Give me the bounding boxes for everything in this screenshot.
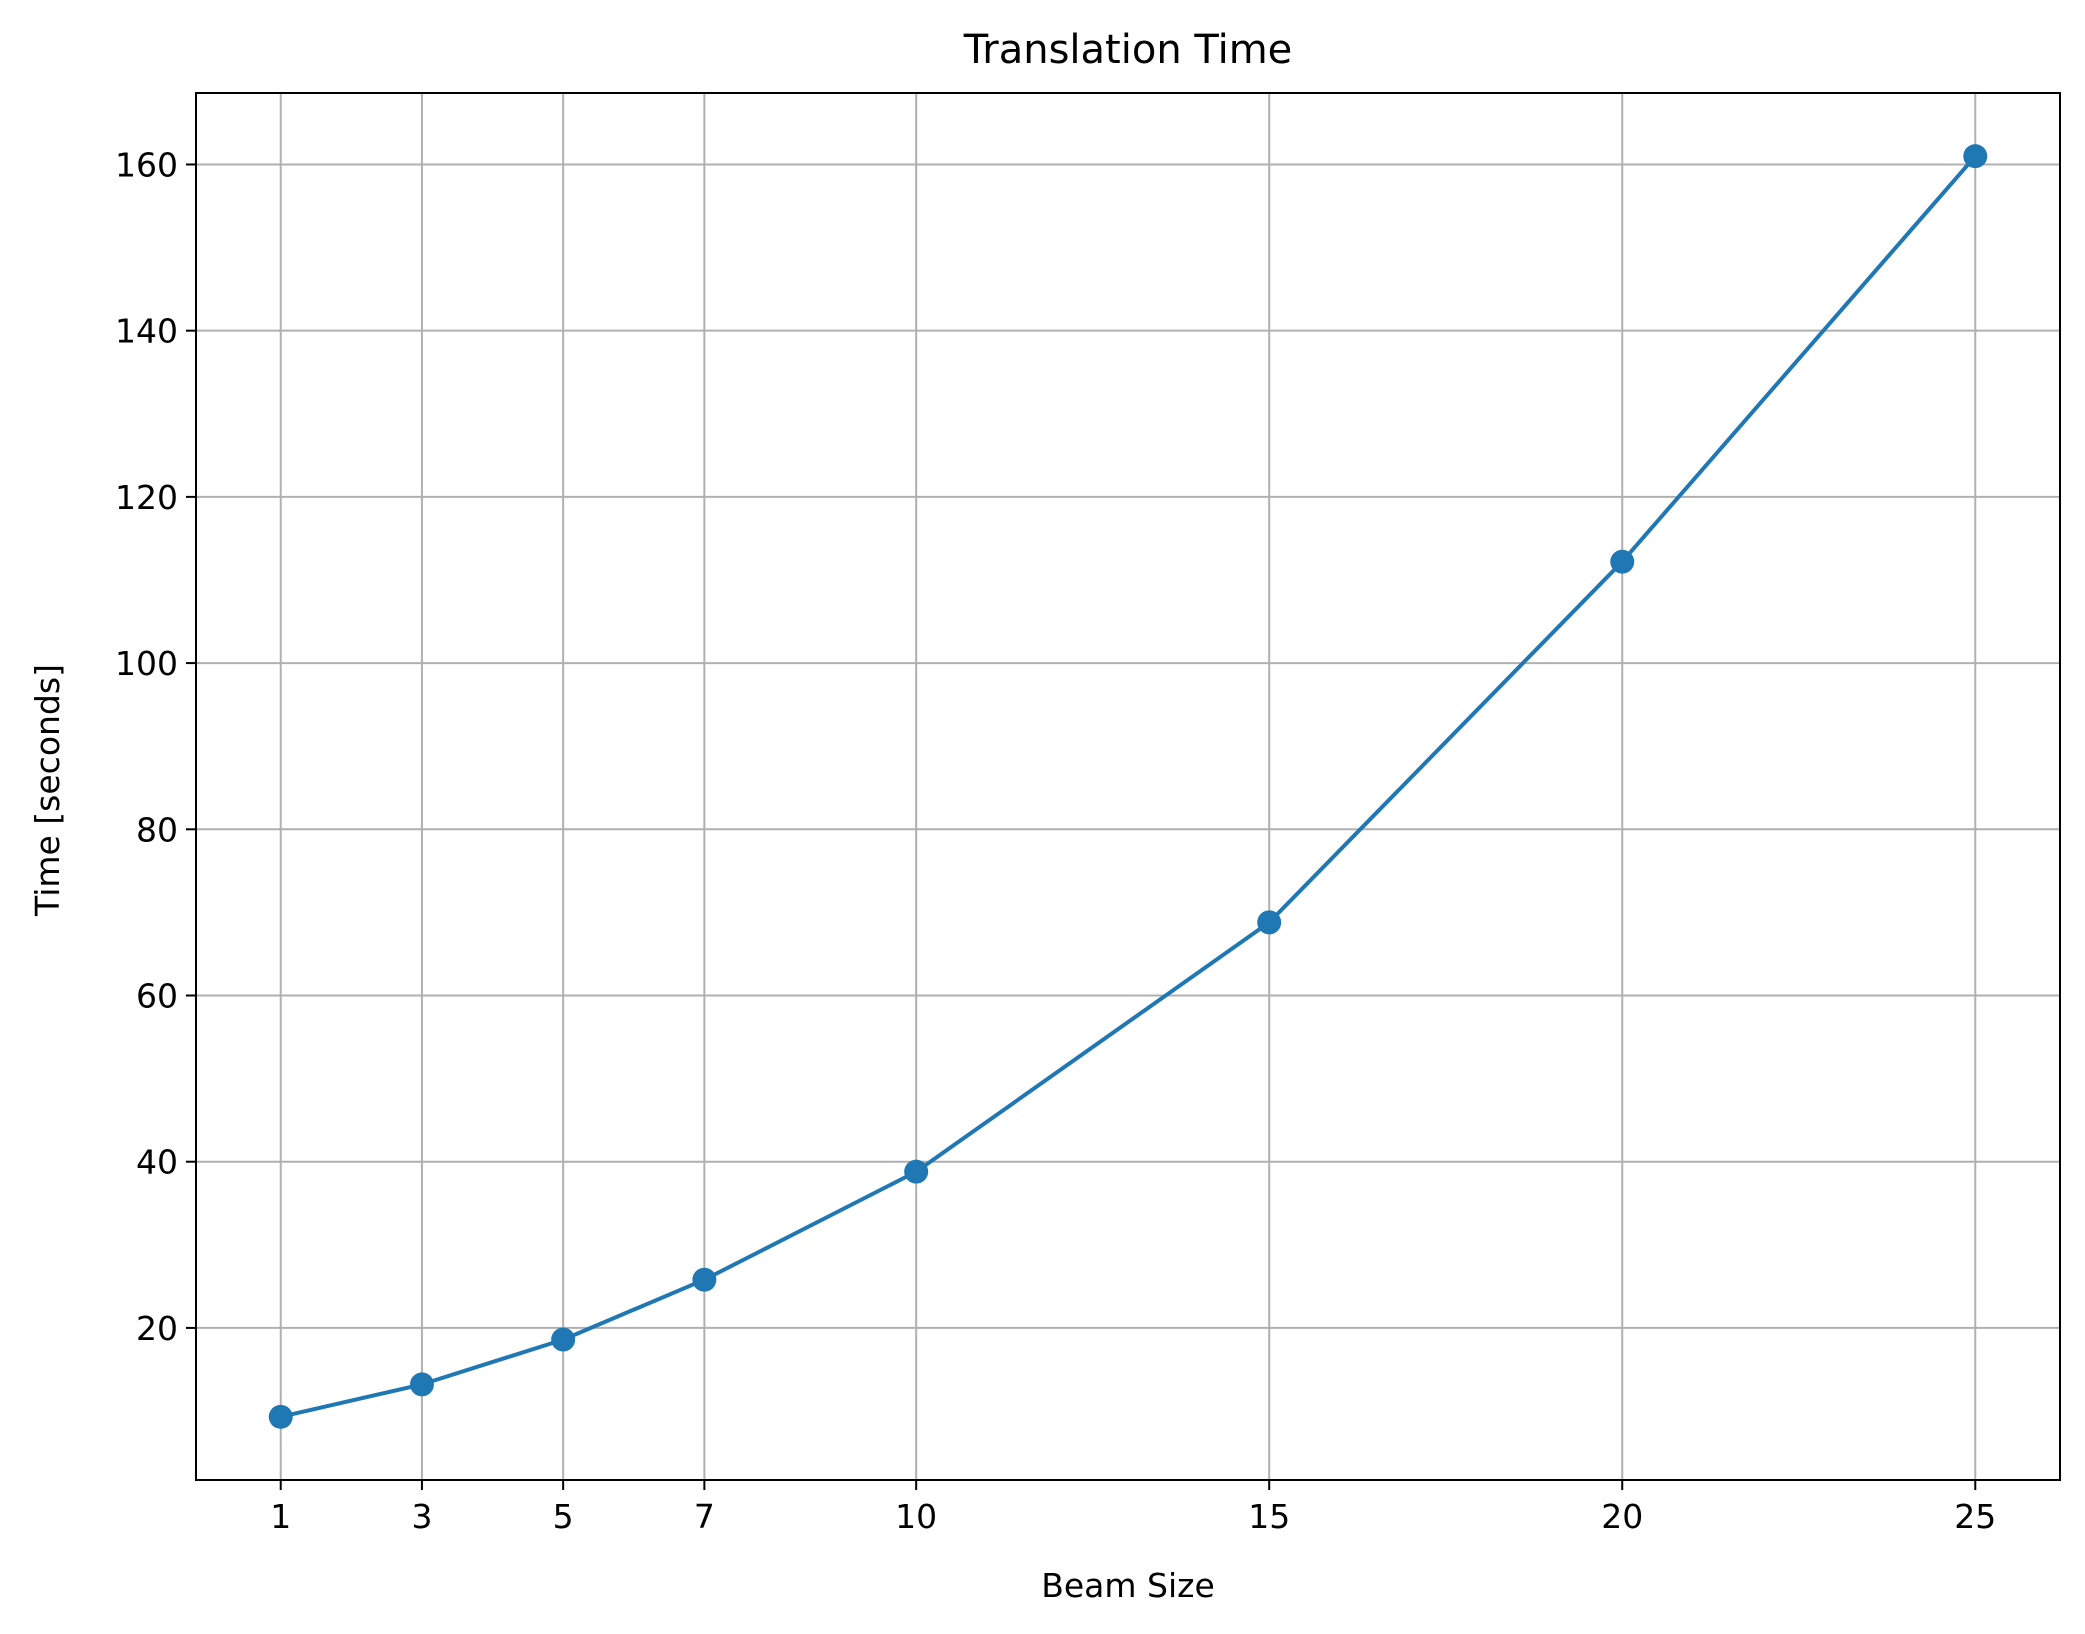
- data-point: [1963, 144, 1988, 169]
- y-tick-label: 160: [115, 145, 178, 184]
- series-layer: [268, 144, 1988, 1429]
- x-tick-label: 15: [1248, 1497, 1290, 1536]
- series-line: [278, 154, 1978, 1419]
- data-point: [692, 1267, 717, 1292]
- y-axis-title: Time [seconds]: [28, 664, 67, 917]
- x-tick-label: 5: [553, 1497, 574, 1536]
- ticks: 1 3 5 7 10 15 20 25 20 40 60 80 100 120 140 160: [115, 145, 1996, 1536]
- x-tick-label: 25: [1954, 1497, 1996, 1536]
- chart-title: Translation Time: [963, 27, 1293, 73]
- y-tick-label: 140: [115, 312, 178, 351]
- data-point: [904, 1159, 929, 1184]
- plot-frame: [195, 92, 2061, 1481]
- y-tick-label: 80: [136, 810, 178, 849]
- x-tick-label: 3: [411, 1497, 432, 1536]
- y-tick-label: 20: [136, 1309, 178, 1348]
- data-point: [1610, 549, 1635, 574]
- y-tick-label: 120: [115, 478, 178, 517]
- data-point: [409, 1372, 434, 1397]
- x-tick-label: 1: [270, 1497, 291, 1536]
- data-point: [268, 1404, 293, 1429]
- data-point: [1257, 910, 1282, 935]
- x-tick-label: 20: [1601, 1497, 1643, 1536]
- data-point: [551, 1327, 576, 1352]
- y-tick-label: 40: [136, 1143, 178, 1182]
- x-axis-title: Beam Size: [1041, 1566, 1215, 1605]
- x-tick-label: 7: [694, 1497, 715, 1536]
- y-tick-label: 60: [136, 977, 178, 1016]
- y-tick-label: 100: [115, 644, 178, 683]
- x-tick-label: 10: [895, 1497, 937, 1536]
- grid: [196, 93, 2060, 1480]
